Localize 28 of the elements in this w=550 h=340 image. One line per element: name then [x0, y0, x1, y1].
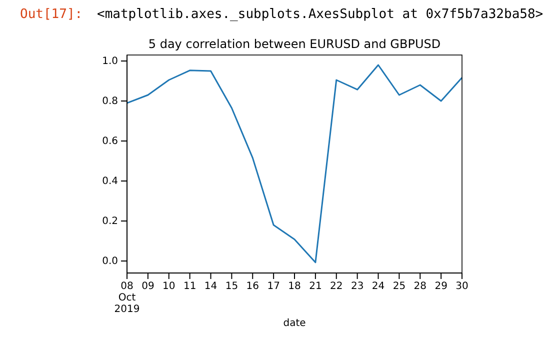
x-tick-label: 17: [267, 281, 280, 292]
x-tick-label: 30: [456, 281, 468, 292]
y-tick-label: 0.2: [102, 216, 118, 228]
x-tick-label: 11: [183, 281, 196, 292]
x-tick-label: 10: [162, 281, 176, 292]
text: Out[17]:: [20, 7, 83, 22]
y-tick-label: 0.8: [102, 96, 118, 108]
chart-title: 5 day correlation between EURUSD and GBPUSD: [148, 37, 441, 51]
y-tick-label: 0.6: [102, 136, 118, 148]
x-tick-label: 15: [225, 281, 238, 292]
y-tick-label: 0.0: [102, 256, 118, 268]
y-tick-label: 0.4: [102, 176, 118, 188]
x-tick-label: 29: [434, 281, 448, 292]
x-tick-label: 25: [392, 281, 406, 292]
x-tick-label: 09: [142, 281, 154, 292]
x-tick-label: 21: [309, 281, 322, 292]
line-series: [126, 64, 463, 264]
x-tick-label: 14: [204, 281, 218, 292]
x-tick-label: 08 Oct 2019: [114, 281, 140, 316]
x-axis-title: date: [283, 318, 306, 329]
x-tick-label: 24: [372, 281, 385, 292]
y-tick-label: 1.0: [102, 56, 118, 68]
x-tick-label: 28: [414, 281, 426, 292]
x-tick-label: 16: [246, 281, 259, 292]
x-tick-label: 23: [350, 281, 364, 292]
x-tick-label: 18: [288, 281, 301, 292]
text: <matplotlib.axes._subplots.AxesSubplot at 0x7f5b7a32ba58>: [97, 7, 544, 22]
x-tick-label: 22: [330, 281, 343, 292]
